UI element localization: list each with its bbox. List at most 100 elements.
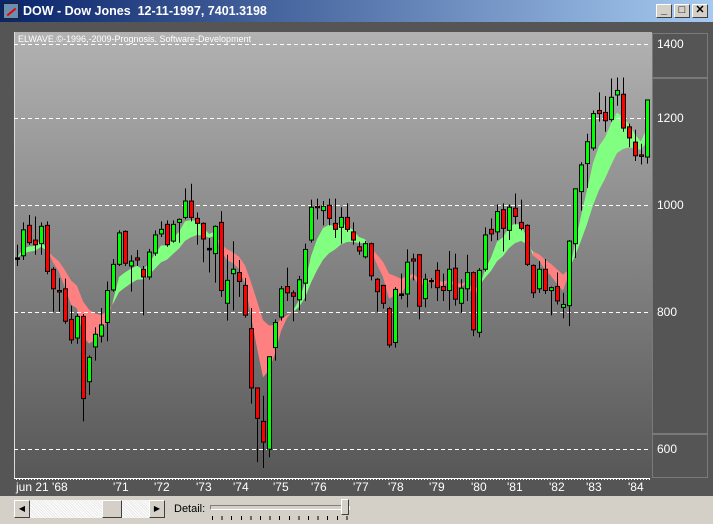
cloud-segment — [539, 254, 545, 270]
candle-body — [75, 315, 80, 339]
candle-body — [249, 328, 254, 389]
candle-body — [567, 240, 572, 307]
candle-body — [411, 258, 416, 262]
detail-slider-track[interactable] — [210, 505, 350, 510]
candle-body — [57, 290, 62, 293]
candle-body — [393, 288, 398, 343]
candle-body — [21, 229, 26, 257]
candle-body — [405, 261, 410, 295]
candle-body — [153, 234, 158, 254]
candle-body — [591, 113, 596, 149]
candle-body — [273, 321, 278, 349]
candle-body — [549, 287, 554, 292]
candle-body — [345, 216, 350, 230]
candle-body — [645, 99, 650, 158]
x-tick-label: '82 — [549, 480, 565, 494]
candle-body — [69, 318, 74, 341]
candle-body — [429, 279, 434, 283]
detail-label: Detail: — [174, 503, 206, 515]
candle-body — [231, 268, 236, 275]
candle-body — [435, 269, 440, 289]
cloud-segment — [257, 300, 263, 378]
candle-body — [285, 286, 290, 294]
x-tick-label: '73 — [196, 480, 212, 494]
cloud-segment — [323, 224, 329, 260]
price-axis-panel[interactable] — [652, 32, 710, 478]
cloud-segment — [383, 261, 389, 299]
candle-body — [633, 141, 638, 157]
x-tick-label: '84 — [628, 480, 644, 494]
candle-body — [501, 209, 506, 229]
cloud-segment — [377, 254, 383, 277]
cloud-segment — [185, 220, 191, 241]
title-bar: DOW - Dow Jones 12-11-1997, 7401.3198 _ … — [0, 0, 713, 22]
x-tick-label: '72 — [154, 480, 170, 494]
cloud-segment — [551, 263, 557, 285]
scroll-right-button[interactable]: ▶ — [149, 500, 165, 518]
cloud-segment — [329, 224, 335, 254]
candle-body — [495, 211, 500, 233]
y-tick-label: 1200 — [657, 110, 684, 125]
cloud-segment — [611, 112, 617, 166]
x-tick-label: '83 — [586, 480, 602, 494]
candle-body — [261, 420, 266, 443]
maximize-button[interactable]: □ — [674, 4, 690, 18]
candle-body — [561, 303, 566, 308]
cloud-segment — [359, 237, 365, 244]
cloud-segment — [281, 315, 287, 332]
detail-slider-ticks — [212, 516, 350, 520]
candle-body — [639, 154, 644, 157]
close-button[interactable]: ✕ — [692, 4, 708, 18]
cloud-segment — [587, 163, 593, 225]
candle-body — [339, 216, 344, 228]
candle-body — [291, 292, 296, 297]
app-icon[interactable] — [3, 3, 19, 19]
candle-body — [81, 315, 86, 400]
candle-body — [201, 222, 206, 240]
candle-body — [93, 333, 98, 348]
scroll-thumb[interactable] — [102, 500, 122, 518]
cloud-segment — [29, 245, 35, 252]
y-tick-label: 800 — [657, 304, 678, 319]
candle-body — [333, 222, 338, 230]
candle-body — [423, 278, 428, 300]
x-tick-label: '75 — [273, 480, 289, 494]
cloud-segment — [497, 237, 503, 262]
candle-body — [579, 164, 584, 193]
candle-body — [573, 188, 578, 245]
candle-body — [369, 243, 374, 277]
x-tick-label: '77 — [353, 480, 369, 494]
axis-box-bottom — [652, 434, 708, 478]
cloud-segment — [593, 146, 599, 206]
candle-body — [465, 272, 470, 290]
candle-body — [213, 225, 218, 255]
cloud-segment — [239, 256, 245, 285]
x-tick-label: '78 — [388, 480, 404, 494]
cloud-segment — [491, 241, 497, 271]
cloud-segment — [545, 259, 551, 276]
cloud-segment — [191, 220, 197, 238]
candle-body — [519, 221, 524, 229]
candle-body — [525, 224, 530, 265]
candle-body — [531, 264, 536, 294]
candle-body — [597, 109, 602, 115]
horizontal-scrollbar[interactable]: ◀ ▶ — [14, 500, 165, 518]
candle-body — [555, 286, 560, 302]
cloud-segment — [533, 251, 539, 261]
axis-box-main — [652, 78, 708, 434]
detail-slider-thumb[interactable] — [341, 499, 349, 515]
candle-body — [105, 290, 110, 323]
candle-body — [537, 268, 542, 290]
candle-body — [189, 200, 194, 218]
candle-body — [441, 286, 446, 292]
cloud-segment — [605, 123, 611, 179]
scroll-left-button[interactable]: ◀ — [14, 500, 30, 518]
cloud-segment — [53, 256, 59, 272]
cloud-segment — [227, 249, 233, 264]
minimize-button[interactable]: _ — [656, 4, 672, 18]
candle-body — [459, 287, 464, 304]
cloud-segment — [119, 272, 125, 293]
cloud-segment — [599, 137, 605, 191]
candle-body — [171, 223, 176, 242]
